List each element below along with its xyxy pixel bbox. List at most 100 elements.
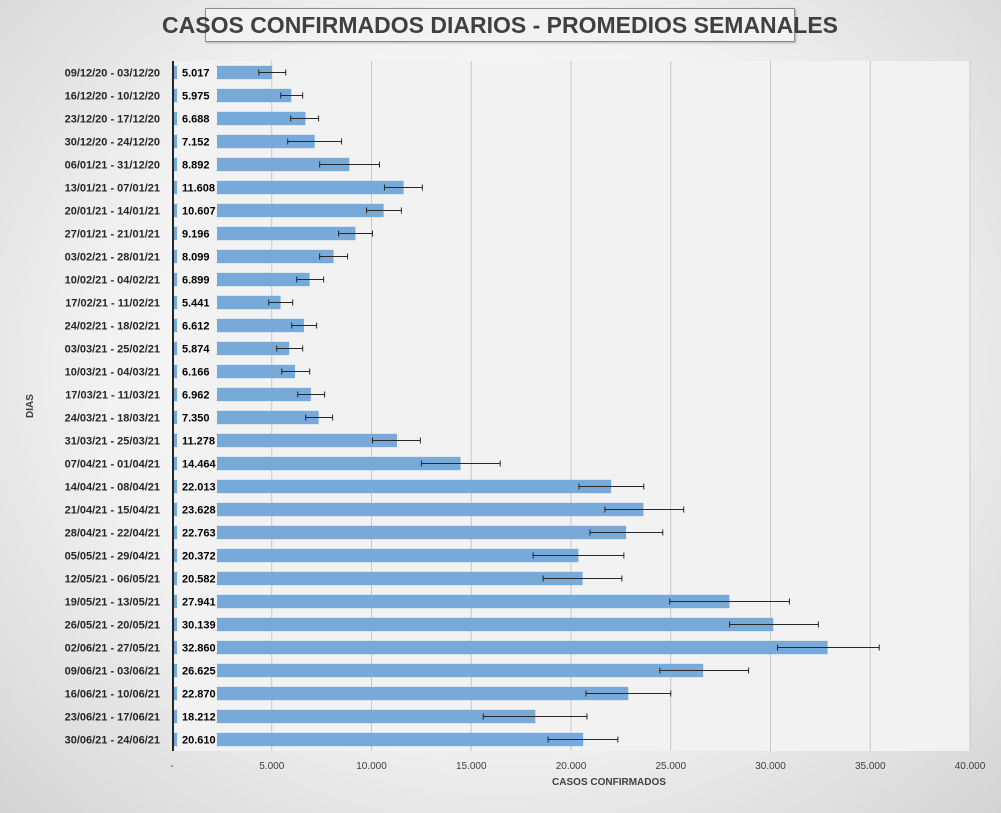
bar (172, 663, 704, 678)
data-label: 5.975 (182, 91, 210, 103)
data-label-box (177, 64, 217, 81)
chart-title: CASOS CONFIRMADOS DIARIOS - PROMEDIOS SE… (162, 8, 838, 42)
bar (172, 548, 579, 563)
data-label-box (177, 547, 217, 564)
data-label: 18.212 (182, 712, 216, 724)
x-tick-label: 5.000 (259, 761, 284, 772)
category-label: 02/06/21 - 27/05/21 (65, 643, 160, 655)
bar (172, 226, 356, 241)
data-label: 20.372 (182, 551, 216, 563)
data-labels: 5.017 5.975 6.688 7.152 8.892 11.608 10.607 9.1… (177, 64, 217, 748)
y-axis-title: DIAS (25, 394, 36, 418)
bar (172, 594, 730, 609)
bar (172, 433, 397, 448)
bar (172, 617, 774, 632)
data-label-box (177, 432, 217, 449)
data-label-box (177, 616, 217, 633)
x-tick-label: 30.000 (755, 761, 786, 772)
category-label: 24/02/21 - 18/02/21 (65, 321, 160, 333)
data-label-box (177, 87, 217, 104)
category-label: 03/03/21 - 25/02/21 (65, 344, 160, 356)
bar (172, 525, 627, 540)
category-label: 19/05/21 - 13/05/21 (65, 597, 160, 609)
category-label: 30/12/20 - 24/12/20 (65, 137, 160, 149)
data-label: 14.464 (182, 459, 217, 471)
data-label-box (177, 731, 217, 748)
category-label: 13/01/21 - 07/01/21 (65, 183, 160, 195)
data-label-box (177, 639, 217, 656)
data-label-box (177, 386, 217, 403)
bar (172, 732, 584, 747)
data-label: 5.441 (182, 298, 210, 310)
category-label: 27/01/21 - 21/01/21 (65, 229, 160, 241)
data-label-box (177, 202, 217, 219)
category-label: 12/05/21 - 06/05/21 (65, 574, 160, 586)
category-label: 10/03/21 - 04/03/21 (65, 367, 160, 379)
data-label-box (177, 340, 217, 357)
data-label: 6.612 (182, 321, 210, 333)
bar (172, 203, 384, 218)
category-label: 14/04/21 - 08/04/21 (65, 482, 160, 494)
category-label: 23/12/20 - 17/12/20 (65, 114, 160, 126)
data-label: 11.608 (182, 183, 215, 195)
data-label: 32.860 (182, 643, 216, 655)
data-label-box (177, 478, 217, 495)
bar (172, 686, 629, 701)
x-tick-labels: - 5.000 10.000 15.000 20.000 25.000 30.000 35.0… (170, 761, 985, 772)
data-label-box (177, 455, 217, 472)
data-label-box (177, 271, 217, 288)
bar (172, 456, 461, 471)
category-label: 16/12/20 - 10/12/20 (65, 91, 160, 103)
data-label-box (177, 501, 217, 518)
data-label-box (177, 570, 217, 587)
data-label-box (177, 248, 217, 265)
category-label: 21/04/21 - 15/04/21 (65, 505, 160, 517)
data-label-box (177, 708, 217, 725)
category-label: 28/04/21 - 22/04/21 (65, 528, 160, 540)
data-label-box (177, 110, 217, 127)
category-label: 09/06/21 - 03/06/21 (65, 666, 160, 678)
data-label-box (177, 662, 217, 679)
data-label-box (177, 294, 217, 311)
x-tick-label: - (170, 761, 173, 772)
category-label: 24/03/21 - 18/03/21 (65, 413, 160, 425)
data-label: 22.870 (182, 689, 216, 701)
data-label-box (177, 133, 217, 150)
category-label: 17/02/21 - 11/02/21 (65, 298, 160, 310)
category-label: 09/12/20 - 03/12/20 (65, 68, 160, 80)
data-label: 9.196 (182, 229, 210, 241)
bar (172, 571, 583, 586)
x-tick-label: 20.000 (556, 761, 587, 772)
data-label: 7.350 (182, 413, 210, 425)
bar (172, 479, 612, 494)
data-label: 6.899 (182, 275, 210, 287)
x-tick-label: 40.000 (955, 761, 986, 772)
data-label-box (177, 409, 217, 426)
data-label: 7.152 (182, 137, 210, 149)
data-label: 30.139 (182, 620, 216, 632)
category-label: 26/05/21 - 20/05/21 (65, 620, 160, 632)
x-tick-label: 25.000 (655, 761, 686, 772)
category-label: 17/03/21 - 11/03/21 (65, 390, 160, 402)
category-label: 07/04/21 - 01/04/21 (65, 459, 160, 471)
category-label: 06/01/21 - 31/12/20 (65, 160, 160, 172)
category-label: 31/03/21 - 25/03/21 (65, 436, 160, 448)
data-label: 22.763 (182, 528, 216, 540)
data-label-box (177, 156, 217, 173)
data-label-box (177, 685, 217, 702)
data-label: 23.628 (182, 505, 216, 517)
data-label: 6.688 (182, 114, 210, 126)
x-tick-label: 35.000 (855, 761, 886, 772)
data-label-box (177, 593, 217, 610)
category-label: 23/06/21 - 17/06/21 (65, 712, 160, 724)
category-label: 30/06/21 - 24/06/21 (65, 735, 160, 747)
data-label: 20.610 (182, 735, 216, 747)
x-tick-label: 15.000 (456, 761, 487, 772)
x-axis-title: CASOS CONFIRMADOS (552, 777, 666, 788)
data-label: 5.874 (182, 344, 210, 356)
data-label-box (177, 179, 217, 196)
data-label: 10.607 (182, 206, 216, 218)
bar (172, 640, 828, 655)
data-label: 8.099 (182, 252, 210, 264)
data-label-box (177, 524, 217, 541)
